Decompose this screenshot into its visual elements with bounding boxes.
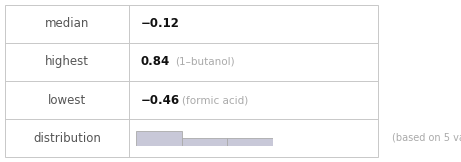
Text: lowest: lowest — [48, 93, 86, 107]
Text: −0.12: −0.12 — [141, 17, 179, 30]
Text: 0.84: 0.84 — [141, 55, 170, 69]
Text: (1–butanol): (1–butanol) — [175, 57, 234, 67]
Bar — [5, 5, 378, 157]
Text: (formic acid): (formic acid) — [182, 95, 248, 105]
Text: distribution: distribution — [33, 132, 101, 145]
Text: highest: highest — [45, 55, 89, 69]
Bar — [136, 131, 182, 146]
Bar — [182, 139, 227, 146]
Text: −0.46: −0.46 — [141, 93, 180, 107]
Bar — [227, 139, 273, 146]
Text: median: median — [45, 17, 89, 30]
Text: (based on 5 values; 3 unavailable): (based on 5 values; 3 unavailable) — [392, 133, 461, 143]
